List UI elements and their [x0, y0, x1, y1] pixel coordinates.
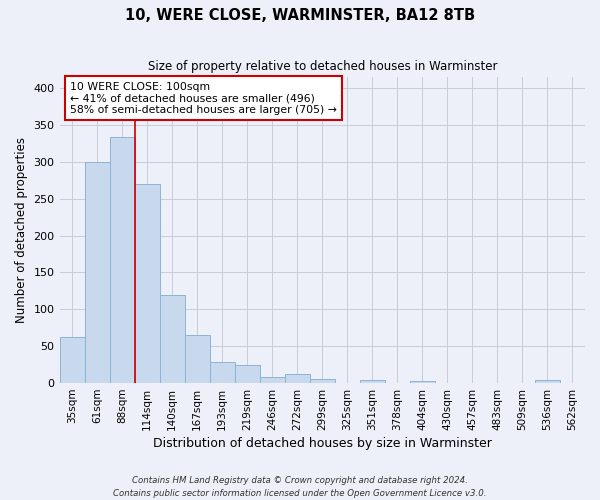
Text: 10 WERE CLOSE: 100sqm
← 41% of detached houses are smaller (496)
58% of semi-det: 10 WERE CLOSE: 100sqm ← 41% of detached …: [70, 82, 337, 114]
Bar: [360, 380, 385, 383]
Bar: [285, 374, 310, 383]
Bar: [260, 377, 285, 383]
Bar: [535, 380, 560, 383]
Text: Contains HM Land Registry data © Crown copyright and database right 2024.
Contai: Contains HM Land Registry data © Crown c…: [113, 476, 487, 498]
Bar: [235, 364, 260, 383]
Text: 10, WERE CLOSE, WARMINSTER, BA12 8TB: 10, WERE CLOSE, WARMINSTER, BA12 8TB: [125, 8, 475, 22]
X-axis label: Distribution of detached houses by size in Warminster: Distribution of detached houses by size …: [153, 437, 492, 450]
Bar: [134, 184, 160, 383]
Bar: [410, 381, 435, 383]
Bar: [110, 138, 134, 383]
Bar: [185, 335, 209, 383]
Y-axis label: Number of detached properties: Number of detached properties: [15, 137, 28, 323]
Bar: [209, 362, 235, 383]
Bar: [310, 380, 335, 383]
Bar: [160, 296, 185, 383]
Title: Size of property relative to detached houses in Warminster: Size of property relative to detached ho…: [148, 60, 497, 73]
Bar: [59, 336, 85, 383]
Bar: [85, 162, 110, 383]
